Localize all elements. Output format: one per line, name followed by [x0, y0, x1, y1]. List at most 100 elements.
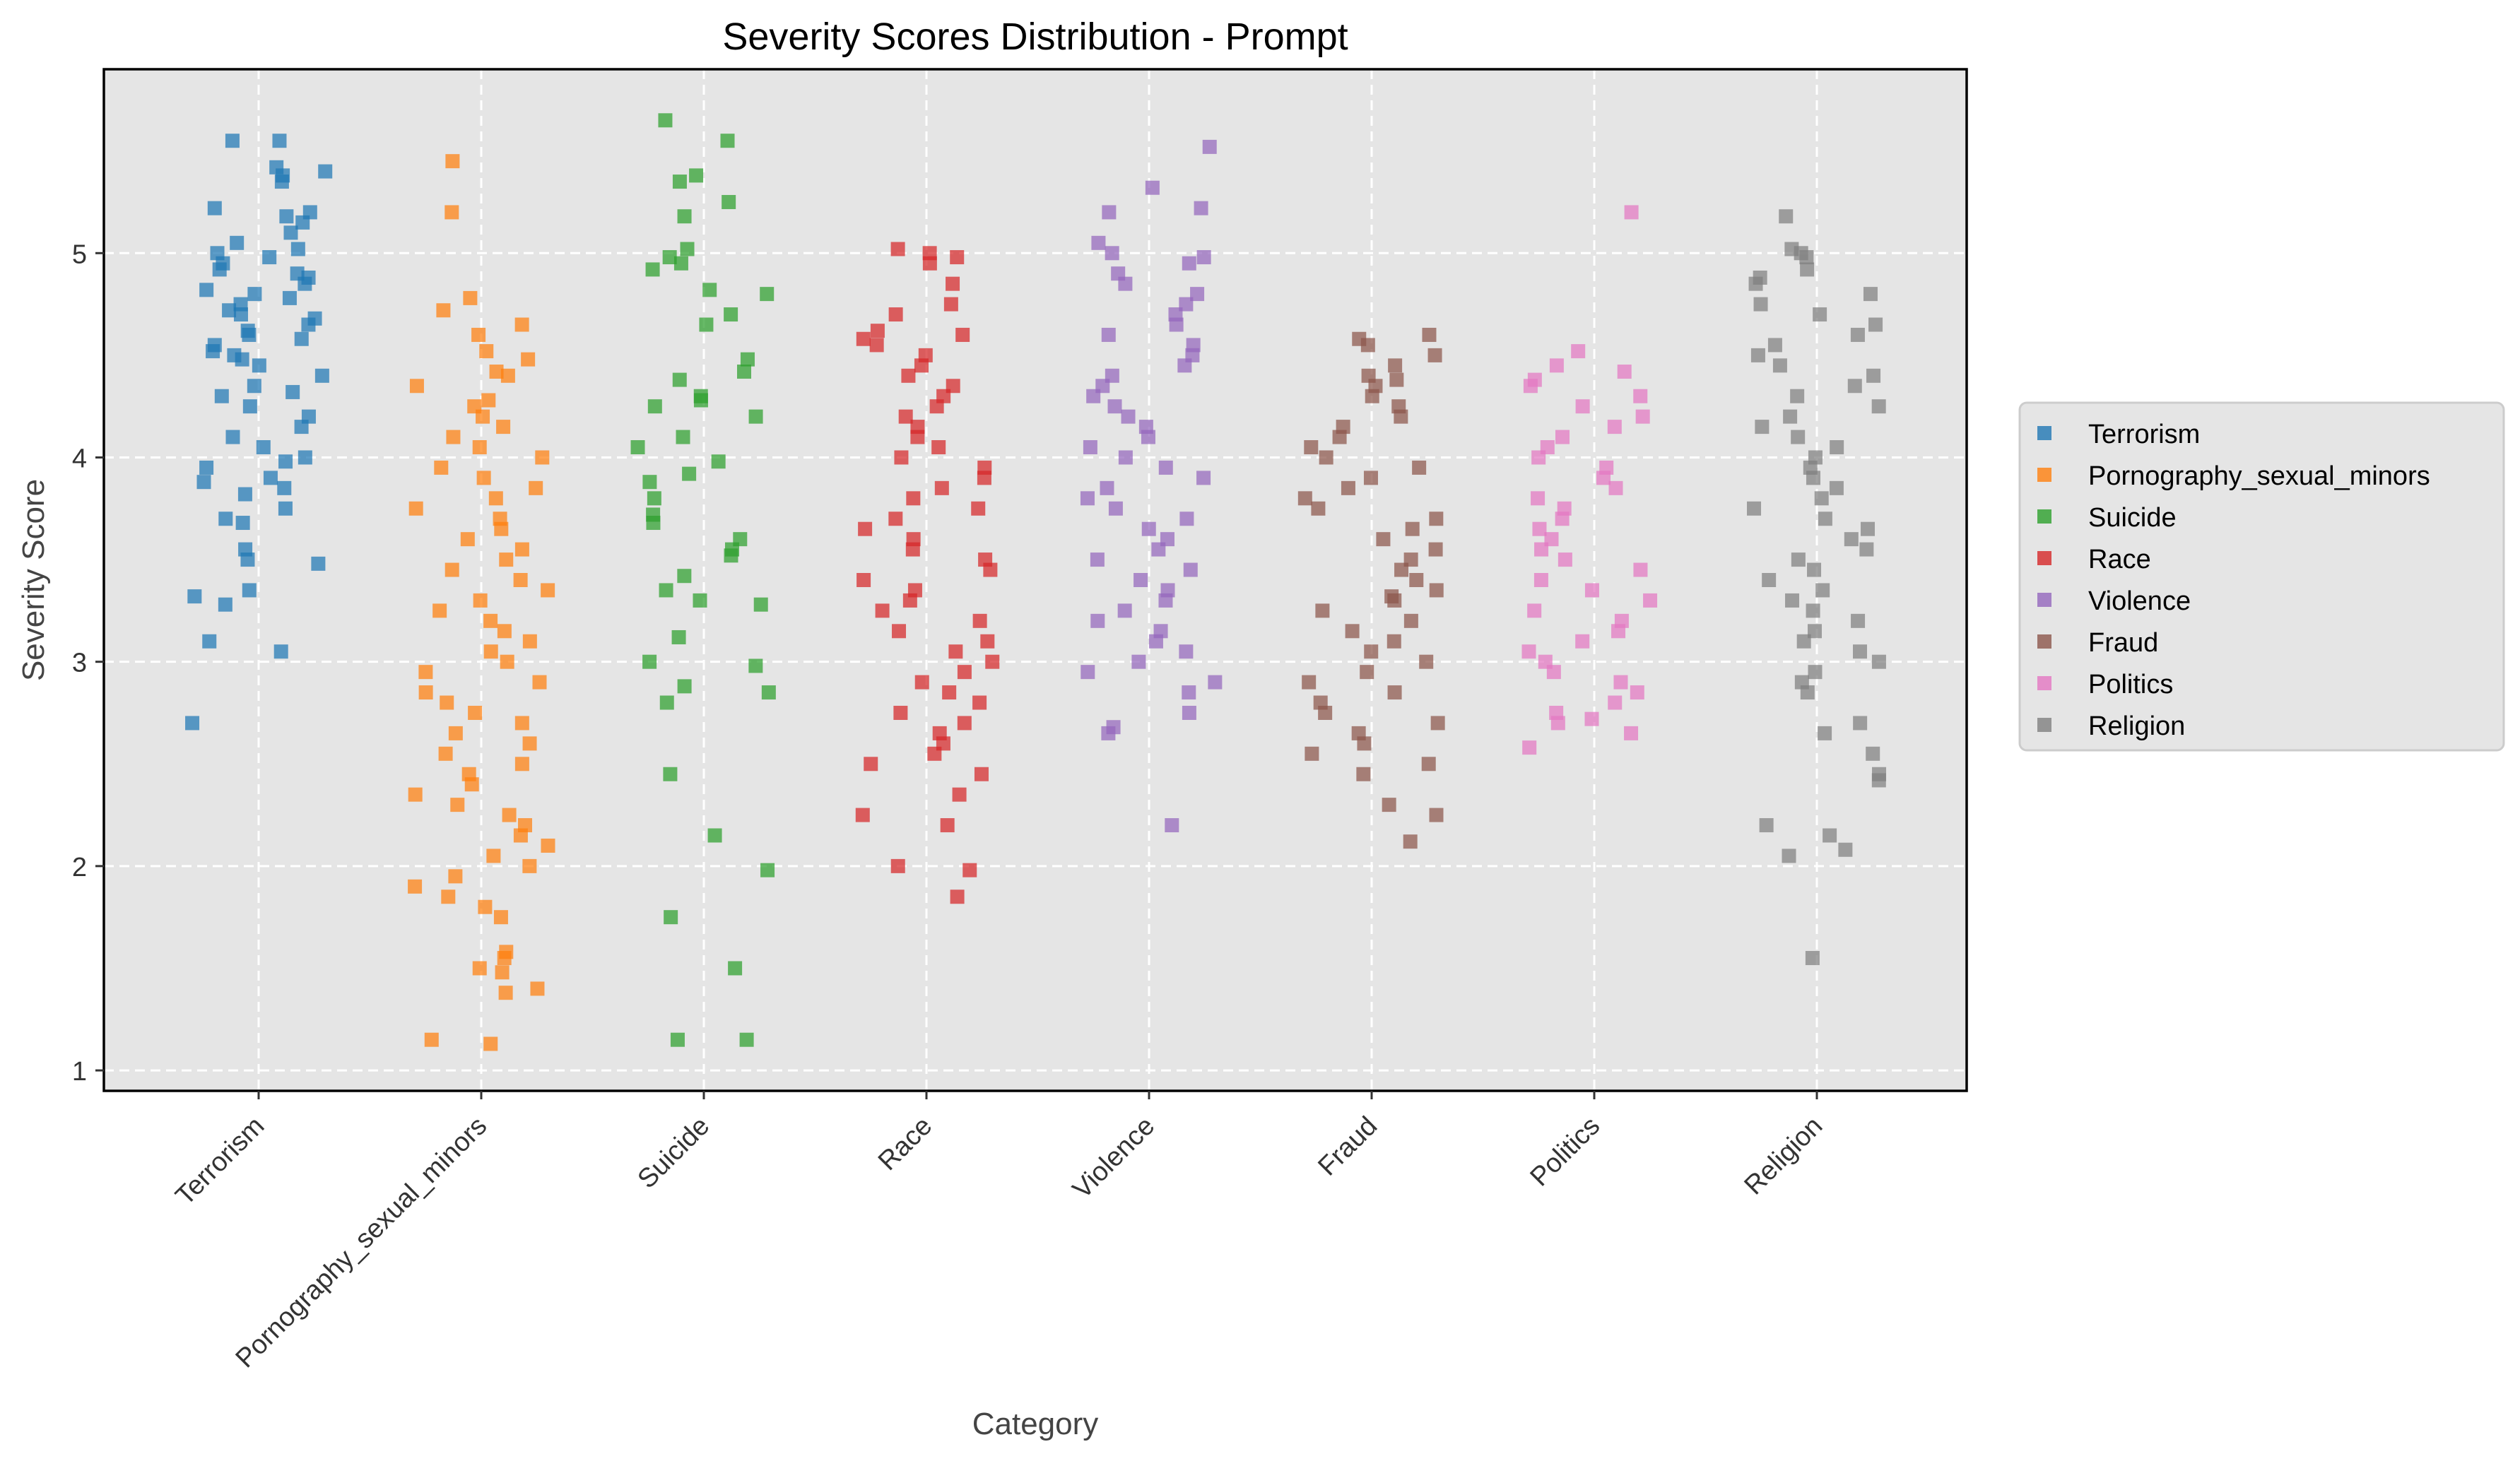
data-point [753, 597, 768, 612]
data-point [942, 685, 957, 700]
data-point [1360, 338, 1375, 353]
data-point [318, 164, 333, 179]
data-point [985, 654, 1000, 669]
data-point [1844, 532, 1859, 547]
data-point [955, 327, 970, 342]
data-point [1785, 593, 1800, 608]
data-point [971, 501, 986, 516]
data-point [875, 603, 890, 618]
data-point [230, 235, 245, 250]
data-point [672, 175, 687, 189]
data-point [283, 225, 298, 240]
data-point [187, 589, 202, 604]
data-point [256, 440, 271, 455]
data-point [1429, 808, 1444, 822]
data-point [514, 716, 529, 731]
data-point [263, 471, 278, 485]
data-point [1179, 644, 1194, 659]
data-point [702, 283, 717, 297]
data-point [1521, 644, 1536, 659]
legend-label: Suicide [2088, 503, 2177, 533]
data-point [1182, 705, 1196, 720]
data-point [206, 344, 220, 359]
data-point [1131, 654, 1146, 669]
data-point [279, 209, 294, 224]
data-point [285, 384, 300, 399]
data-point [1422, 327, 1437, 342]
data-point [513, 573, 528, 587]
data-point [448, 869, 463, 884]
data-point [541, 838, 555, 853]
data-point [1315, 603, 1330, 618]
data-point [946, 276, 960, 291]
data-point [1851, 613, 1866, 628]
legend-label: Terrorism [2088, 420, 2200, 449]
data-point [199, 460, 214, 475]
data-point [418, 665, 433, 680]
data-point [856, 331, 871, 346]
y-tick-label: 1 [72, 1057, 87, 1087]
data-point [1550, 716, 1565, 731]
data-point [1863, 287, 1878, 302]
data-point [272, 134, 287, 148]
data-point [532, 675, 547, 690]
data-point [483, 644, 498, 659]
data-point [957, 665, 972, 680]
data-point [1596, 471, 1611, 485]
data-point [233, 307, 248, 322]
data-point [1363, 471, 1378, 485]
data-point [943, 297, 958, 312]
data-point [740, 352, 755, 367]
x-axis-label: Category [972, 1407, 1099, 1441]
data-point [1403, 613, 1418, 628]
data-point [1387, 593, 1402, 608]
data-point [440, 695, 454, 710]
data-point [247, 287, 262, 302]
data-point [1302, 675, 1317, 690]
data-point [514, 757, 529, 772]
data-point [408, 501, 423, 516]
data-point [934, 480, 949, 495]
data-point [278, 454, 293, 469]
data-point [670, 1032, 685, 1047]
data-point [905, 542, 920, 557]
data-point [1838, 842, 1853, 857]
data-point [980, 634, 995, 649]
data-point [1807, 562, 1822, 577]
data-point [1866, 368, 1881, 383]
data-point [1427, 348, 1442, 362]
data-point [235, 516, 250, 531]
data-point [1080, 491, 1095, 506]
data-point [530, 981, 545, 996]
data-point [446, 430, 461, 444]
data-point [1100, 480, 1114, 495]
data-point [748, 409, 763, 424]
data-point [910, 430, 925, 444]
data-point [408, 879, 423, 894]
data-point [472, 440, 487, 455]
data-point [1755, 420, 1770, 435]
data-point [693, 393, 708, 408]
data-point [1091, 235, 1106, 250]
data-point [1767, 338, 1782, 353]
data-point [1318, 705, 1333, 720]
data-point [898, 409, 913, 424]
data-point [1165, 818, 1179, 833]
data-point [1533, 573, 1548, 587]
data-point [1814, 491, 1829, 506]
data-point [927, 746, 942, 761]
data-point [1118, 276, 1133, 291]
data-point [1196, 471, 1211, 485]
data-point [476, 471, 491, 485]
data-point [1853, 644, 1868, 659]
data-point [682, 466, 697, 481]
data-point [409, 379, 424, 394]
legend-marker [2037, 593, 2051, 607]
data-point [522, 858, 537, 873]
data-point [242, 399, 257, 414]
data-point [471, 327, 486, 342]
data-point [499, 552, 514, 567]
data-point [1086, 389, 1101, 403]
data-point [1409, 573, 1424, 587]
data-point [1584, 711, 1599, 726]
